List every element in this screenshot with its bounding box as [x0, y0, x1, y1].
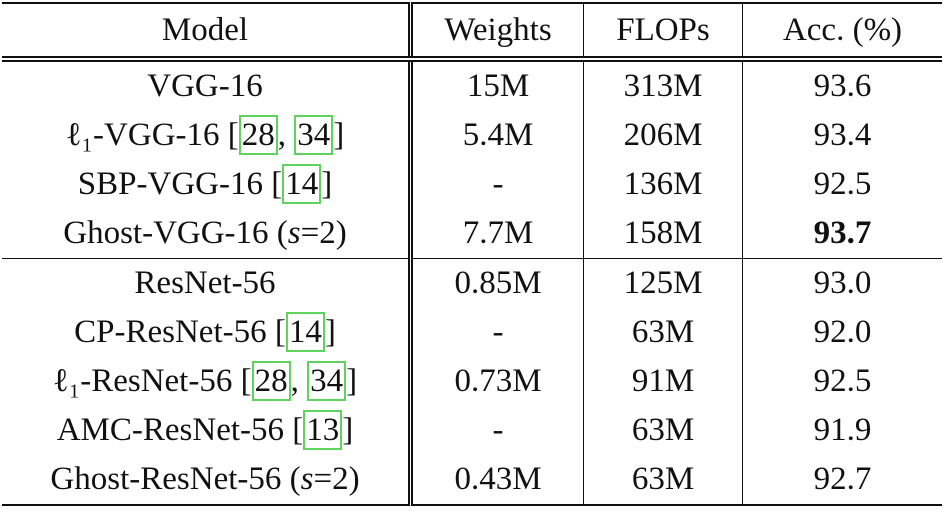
model-name: ℓ₁-VGG-16 [ [65, 117, 239, 153]
model-name: VGG-16 [147, 68, 263, 104]
citation: 14 [285, 312, 325, 352]
acc-cell: 91.9 [813, 412, 872, 448]
model-cell: ResNet-56 [2, 258, 413, 308]
model-cell: Ghost-VGG-16 (s=2) [2, 209, 413, 259]
header-row: Model Weights FLOPs Acc. (%) [2, 2, 942, 62]
flops-cell: 136M [583, 160, 743, 209]
model-name: AMC-ResNet-56 [ [56, 412, 304, 448]
citation: 28 [251, 361, 291, 401]
flops-cell: 63M [583, 406, 743, 455]
acc-cell: 93.0 [813, 265, 872, 301]
weights-cell: - [410, 406, 584, 455]
model-name: Ghost-ResNet-56 ( [50, 461, 301, 497]
table-row: VGG-16 15M 313M 93.6 [2, 59, 942, 111]
table-row: Ghost-VGG-16 (s=2) 7.7M 158M 93.7 [2, 209, 942, 259]
flops-cell: 125M [583, 258, 743, 308]
row-group: VGG-16 15M 313M 93.6 ℓ₁-VGG-16 [28, 34] 5.4M 2… [2, 59, 942, 259]
math-symbol: s [300, 461, 314, 497]
model-cell: CP-ResNet-56 [14] [2, 308, 413, 357]
flops-cell: 91M [583, 357, 743, 406]
table-row: CP-ResNet-56 [14] -63M 92.0 [2, 308, 942, 357]
header-cell: Acc. (%) [742, 2, 942, 62]
citation: 14 [282, 164, 322, 204]
citation: 34 [307, 361, 347, 401]
table-row: ResNet-56 0.85M 125M 93.0 [2, 258, 942, 308]
results-table: Model Weights FLOPs Acc. (%) VGG-16 15M 31… [2, 2, 942, 506]
model-name: , [277, 117, 295, 153]
model-cell: VGG-16 [2, 59, 413, 111]
model-name: ] [333, 117, 345, 153]
model-name: ] [346, 363, 358, 399]
acc-cell: 93.4 [813, 117, 872, 153]
model-name: ℓ₁-ResNet-56 [ [52, 363, 252, 399]
weights-cell: 0.85M [410, 258, 584, 308]
model-cell: AMC-ResNet-56 [13] [2, 406, 413, 455]
table-row: ℓ₁-VGG-16 [28, 34] 5.4M 206M 93.4 [2, 111, 942, 160]
flops-cell: 206M [583, 111, 743, 160]
model-cell: SBP-VGG-16 [14] [2, 160, 413, 209]
weights-cell: 0.73M [410, 357, 584, 406]
table-row: SBP-VGG-16 [14] -136M 92.5 [2, 160, 942, 209]
math-symbol: s [287, 215, 301, 251]
flops-cell: 63M [583, 455, 743, 506]
table-row: Ghost-ResNet-56 (s=2) 0.43M 63M 92.7 [2, 455, 942, 506]
model-name: ] [342, 412, 354, 448]
acc-cell: 92.5 [813, 363, 872, 399]
table-row: ℓ₁-ResNet-56 [28, 34] 0.73M 91M 92.5 [2, 357, 942, 406]
weights-cell: 7.7M [410, 209, 584, 259]
weights-cell: 0.43M [410, 455, 584, 506]
citation: 28 [238, 115, 278, 155]
flops-cell: 158M [583, 209, 743, 259]
weights-cell: 15M [410, 59, 584, 111]
model-name: ] [324, 314, 336, 350]
model-name: ] [321, 166, 333, 202]
model-cell: ℓ₁-VGG-16 [28, 34] [2, 111, 413, 160]
acc-cell: 93.6 [813, 68, 872, 104]
citation: 13 [303, 410, 343, 450]
model-name: CP-ResNet-56 [ [74, 314, 286, 350]
weights-cell: - [410, 160, 584, 209]
citation: 34 [294, 115, 334, 155]
table-row: AMC-ResNet-56 [13] -63M 91.9 [2, 406, 942, 455]
model-name: =2) [313, 461, 360, 497]
acc-cell: 92.5 [813, 166, 872, 202]
table-header: Model Weights FLOPs Acc. (%) [2, 2, 942, 62]
header-cell: Weights [410, 2, 584, 62]
model-name: ResNet-56 [134, 265, 276, 301]
header-cell: FLOPs [583, 2, 743, 62]
header-cell: Model [2, 2, 413, 62]
model-name: , [290, 363, 308, 399]
weights-cell: - [410, 308, 584, 357]
row-group: ResNet-56 0.85M 125M 93.0 CP-ResNet-56 [14] -… [2, 258, 942, 506]
flops-cell: 313M [583, 59, 743, 111]
weights-cell: 5.4M [410, 111, 584, 160]
acc-cell: 92.0 [813, 314, 872, 350]
model-name: Ghost-VGG-16 ( [63, 215, 288, 251]
flops-cell: 63M [583, 308, 743, 357]
acc-cell: 93.7 [742, 209, 942, 259]
model-name: =2) [300, 215, 347, 251]
model-cell: Ghost-ResNet-56 (s=2) [2, 455, 413, 506]
model-name: SBP-VGG-16 [ [77, 166, 283, 202]
model-cell: ℓ₁-ResNet-56 [28, 34] [2, 357, 413, 406]
acc-cell: 92.7 [742, 455, 942, 506]
